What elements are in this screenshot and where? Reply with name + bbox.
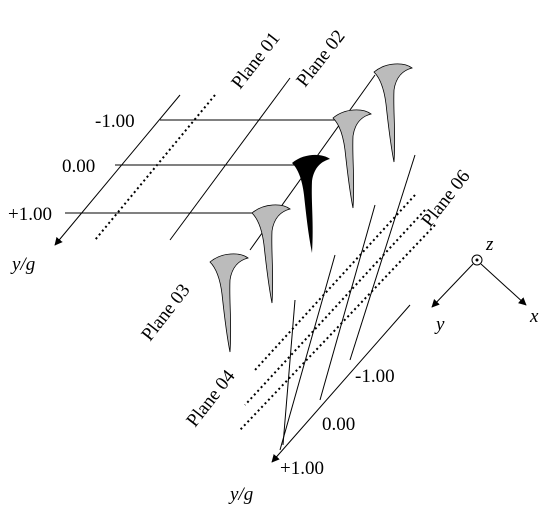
blades [209,63,413,353]
guide-lines [54,74,436,463]
plane-label: Plane 04 [182,366,239,431]
plane-label: Plane 02 [292,26,349,91]
plane-label: Plane 01 [227,28,284,93]
axis-label: z [485,234,494,255]
axis-label: y [434,314,445,335]
axis-label: y/g [228,484,253,505]
plane-label: Plane 06 [417,166,474,231]
axis-label: x [529,306,539,327]
axis-label: y/g [10,254,35,275]
plane-label: Plane 03 [137,280,194,345]
tick-label: 0.00 [322,414,355,435]
tick-label: -1.00 [355,366,395,387]
tick-label: +1.00 [8,204,52,225]
tick-label: +1.00 [280,458,324,479]
coordinate-triad: z y x [431,234,539,335]
tick-label: 0.00 [62,156,95,177]
tick-label: -1.00 [95,111,135,132]
